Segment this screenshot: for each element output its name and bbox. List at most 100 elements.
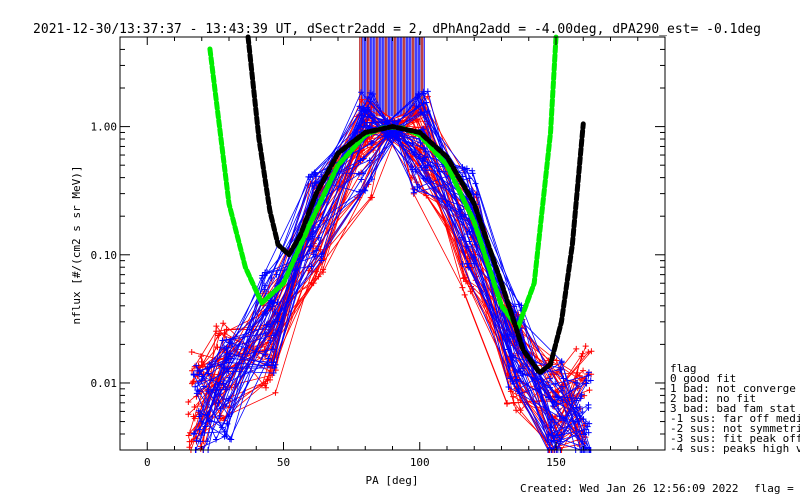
data-point (225, 395, 232, 402)
data-point (196, 371, 203, 378)
data-point (189, 380, 196, 387)
data-point (189, 379, 196, 386)
data-point (195, 388, 202, 395)
data-point (206, 418, 213, 425)
data-point (193, 437, 200, 444)
chart-title: 2021-12-30/13:37:37 - 13:43:39 UT, dSect… (33, 22, 761, 37)
data-point (271, 364, 278, 371)
data-point (267, 376, 274, 383)
y-tick-label: 0.10 (91, 249, 118, 262)
data-point (588, 348, 595, 355)
data-point (269, 303, 276, 310)
data-point (215, 332, 222, 339)
data-point (366, 157, 373, 164)
data-point (198, 418, 205, 425)
data-point (472, 180, 479, 187)
data-point (221, 433, 228, 440)
data-point (271, 309, 278, 316)
data-point (270, 370, 277, 377)
legend-item: 3 bad: bad fam stat (670, 402, 796, 415)
data-point (553, 357, 560, 364)
data-point (272, 361, 279, 368)
data-point (222, 386, 229, 393)
data-point (195, 407, 202, 414)
data-point (360, 155, 367, 162)
x-tick-label: 100 (410, 456, 430, 469)
data-point (367, 89, 374, 96)
data-point (191, 430, 198, 437)
data-point (549, 432, 556, 439)
data-point (215, 399, 222, 406)
data-point (416, 183, 423, 190)
data-point (519, 365, 526, 372)
data-point (357, 157, 364, 164)
data-point (559, 396, 566, 403)
data-point (465, 264, 472, 271)
data-point (545, 431, 552, 438)
data-point (312, 253, 319, 260)
data-point (420, 88, 427, 95)
data-point (368, 176, 375, 183)
data-point (213, 323, 220, 330)
data-point (510, 354, 517, 361)
data-point (574, 380, 581, 387)
data-point (221, 344, 228, 351)
data-point (264, 361, 271, 368)
data-point (199, 363, 206, 370)
legend-item: -4 sus: peaks high vs (670, 442, 800, 455)
data-point (558, 358, 565, 365)
y-axis-label: nflux [#/(cm2 s sr MeV)] (70, 166, 83, 325)
y-axis: 0.01 0.10 1.00 (91, 36, 665, 451)
data-point (318, 257, 325, 264)
data-point (312, 179, 319, 186)
y-tick-label: 0.01 (91, 377, 118, 390)
data-point (515, 367, 522, 374)
data-point (310, 251, 317, 258)
x-tick-label: 0 (144, 456, 151, 469)
data-point (226, 436, 233, 443)
data-point (315, 273, 322, 280)
data-point (262, 384, 269, 391)
data-point (309, 233, 316, 240)
data-point (586, 387, 593, 394)
data-point (584, 423, 591, 430)
data-point (585, 372, 592, 379)
data-point (463, 165, 470, 172)
data-point (358, 89, 365, 96)
data-point (216, 413, 223, 420)
data-point (226, 350, 233, 357)
data-point (585, 429, 592, 436)
data-point (223, 403, 230, 410)
data-point (413, 102, 420, 109)
data-point (356, 188, 363, 195)
data-point (582, 420, 589, 427)
data-point (473, 241, 480, 248)
data-point (424, 162, 431, 169)
data-point (424, 93, 431, 100)
x-tick-label: 50 (277, 456, 290, 469)
data-point (558, 431, 565, 438)
data-point (578, 391, 585, 398)
x-axis: 0 50 100 150 (144, 37, 639, 469)
data-point (577, 395, 584, 402)
data-point (469, 167, 476, 174)
data-point (274, 311, 281, 318)
data-point (188, 348, 195, 355)
data-point (579, 408, 586, 415)
data-point (192, 383, 199, 390)
y-tick-label: 1.00 (91, 121, 118, 134)
data-point (553, 368, 560, 375)
legend-item: 1 bad: not converge (670, 382, 796, 395)
data-point (573, 345, 580, 352)
created-timestamp: Created: Wed Jan 26 12:56:09 2022 (520, 482, 739, 495)
data-point (197, 438, 204, 445)
data-point (552, 380, 559, 387)
data-point (273, 271, 280, 278)
data-point (473, 191, 480, 198)
data-point (262, 380, 269, 387)
data-point (355, 171, 362, 178)
data-point (388, 132, 395, 139)
data-point (505, 384, 512, 391)
flag-status: flag = 0 (754, 482, 800, 495)
data-point (409, 140, 416, 147)
